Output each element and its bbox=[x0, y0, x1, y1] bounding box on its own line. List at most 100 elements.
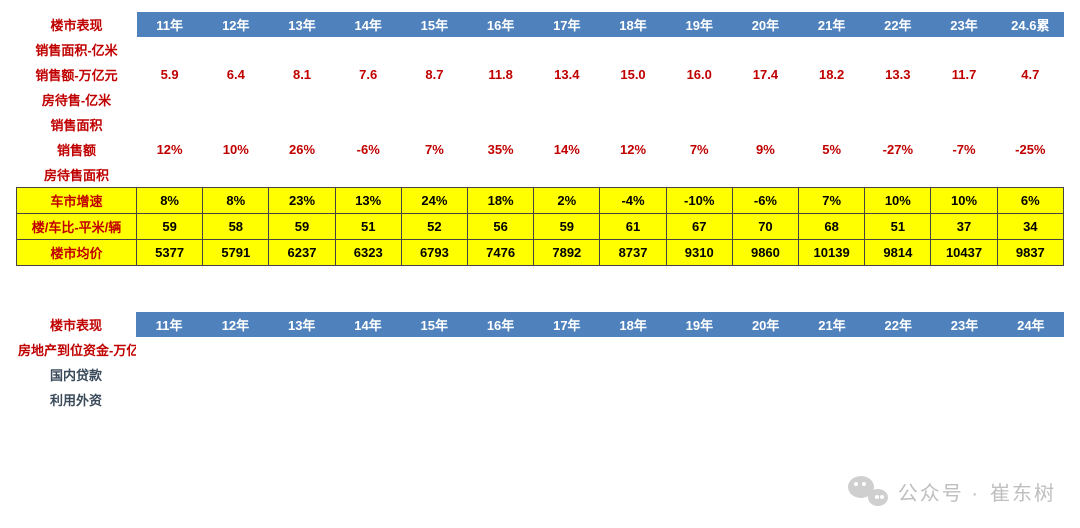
cell bbox=[666, 112, 732, 137]
cell bbox=[997, 162, 1063, 188]
cell bbox=[468, 162, 534, 188]
cell: 7% bbox=[666, 137, 732, 162]
t1-yellow-row: 楼市均价537757916237632367937476789287379310… bbox=[17, 240, 1064, 266]
cell: 8.7 bbox=[401, 62, 467, 87]
cell bbox=[269, 162, 335, 188]
cell bbox=[202, 337, 268, 362]
cell bbox=[998, 387, 1064, 412]
cell: 68 bbox=[799, 214, 865, 240]
t2-year: 20年 bbox=[733, 312, 799, 337]
cell: 7% bbox=[799, 188, 865, 214]
cell: 35% bbox=[468, 137, 534, 162]
cell: 37 bbox=[931, 214, 997, 240]
t1-year: 18年 bbox=[600, 12, 666, 37]
cell bbox=[733, 362, 799, 387]
t2-year: 21年 bbox=[799, 312, 865, 337]
cell: 15.0 bbox=[600, 62, 666, 87]
cell bbox=[137, 87, 203, 112]
cell bbox=[931, 337, 997, 362]
cell bbox=[666, 362, 732, 387]
t1-year: 21年 bbox=[799, 12, 865, 37]
cell: -27% bbox=[865, 137, 931, 162]
t1-red-row: 销售面积 bbox=[17, 112, 1064, 137]
row-label: 销售额 bbox=[17, 137, 137, 162]
cell bbox=[203, 37, 269, 62]
cell: 23% bbox=[269, 188, 335, 214]
cell bbox=[534, 112, 600, 137]
cell: 10% bbox=[203, 137, 269, 162]
t2-row: 利用外资 bbox=[16, 387, 1064, 412]
cell bbox=[600, 37, 666, 62]
cell: -4% bbox=[600, 188, 666, 214]
cell bbox=[467, 362, 533, 387]
cell: 10437 bbox=[931, 240, 997, 266]
cell bbox=[136, 362, 202, 387]
cell bbox=[600, 162, 666, 188]
t1-year: 16年 bbox=[468, 12, 534, 37]
cell: -10% bbox=[666, 188, 732, 214]
cell bbox=[600, 337, 666, 362]
cell bbox=[137, 37, 203, 62]
cell: 8.1 bbox=[269, 62, 335, 87]
t2-row: 房地产到位资金-万亿 bbox=[16, 337, 1064, 362]
cell bbox=[468, 112, 534, 137]
row-label: 房待售面积 bbox=[17, 162, 137, 188]
cell bbox=[136, 337, 202, 362]
cell bbox=[203, 87, 269, 112]
cell bbox=[269, 362, 335, 387]
cell bbox=[865, 112, 931, 137]
cell bbox=[335, 337, 401, 362]
cell: 61 bbox=[600, 214, 666, 240]
cell: 11.7 bbox=[931, 62, 997, 87]
cell bbox=[666, 387, 732, 412]
cell bbox=[269, 87, 335, 112]
cell bbox=[799, 162, 865, 188]
t1-year: 14年 bbox=[335, 12, 401, 37]
t2-year: 12年 bbox=[202, 312, 268, 337]
cell bbox=[865, 362, 931, 387]
cell: 9837 bbox=[997, 240, 1063, 266]
cell bbox=[931, 37, 997, 62]
cell bbox=[534, 362, 600, 387]
cell bbox=[666, 337, 732, 362]
cell bbox=[269, 387, 335, 412]
t1-yellow-row: 楼/车比-平米/辆5958595152565961677068513734 bbox=[17, 214, 1064, 240]
cell: 12% bbox=[600, 137, 666, 162]
t2-year: 18年 bbox=[600, 312, 666, 337]
cell: 8737 bbox=[600, 240, 666, 266]
cell: 8% bbox=[203, 188, 269, 214]
t1-year: 22年 bbox=[865, 12, 931, 37]
t1-year: 19年 bbox=[666, 12, 732, 37]
cell bbox=[269, 37, 335, 62]
cell: 59 bbox=[534, 214, 600, 240]
t1-red-row: 销售额12%10%26%-6%7%35%14%12%7%9%5%-27%-7%-… bbox=[17, 137, 1064, 162]
footer-credit: 公众号 · 崔东树 bbox=[848, 474, 1056, 508]
cell: 17.4 bbox=[732, 62, 798, 87]
row-label: 车市增速 bbox=[17, 188, 137, 214]
cell: 7.6 bbox=[335, 62, 401, 87]
t1-red-row: 销售面积-亿米 bbox=[17, 37, 1064, 62]
cell: 5377 bbox=[137, 240, 203, 266]
cell: 59 bbox=[137, 214, 203, 240]
cell bbox=[203, 112, 269, 137]
cell bbox=[269, 337, 335, 362]
cell: 9310 bbox=[666, 240, 732, 266]
cell: 7476 bbox=[468, 240, 534, 266]
t1-year: 23年 bbox=[931, 12, 997, 37]
cell bbox=[468, 37, 534, 62]
cell: 18% bbox=[468, 188, 534, 214]
t2-year: 15年 bbox=[401, 312, 467, 337]
cell bbox=[733, 387, 799, 412]
cell: 52 bbox=[401, 214, 467, 240]
cell bbox=[534, 387, 600, 412]
cell bbox=[865, 162, 931, 188]
cell bbox=[931, 162, 997, 188]
t2-header-row: 楼市表现 11年 12年 13年 14年 15年 16年 17年 18年 19年… bbox=[16, 312, 1064, 337]
cell bbox=[865, 87, 931, 112]
cell: 67 bbox=[666, 214, 732, 240]
cell bbox=[534, 162, 600, 188]
housing-market-table-1: 楼市表现 11年 12年 13年 14年 15年 16年 17年 18年 19年… bbox=[16, 12, 1064, 266]
cell: 9% bbox=[732, 137, 798, 162]
cell bbox=[335, 37, 401, 62]
cell: 34 bbox=[997, 214, 1063, 240]
